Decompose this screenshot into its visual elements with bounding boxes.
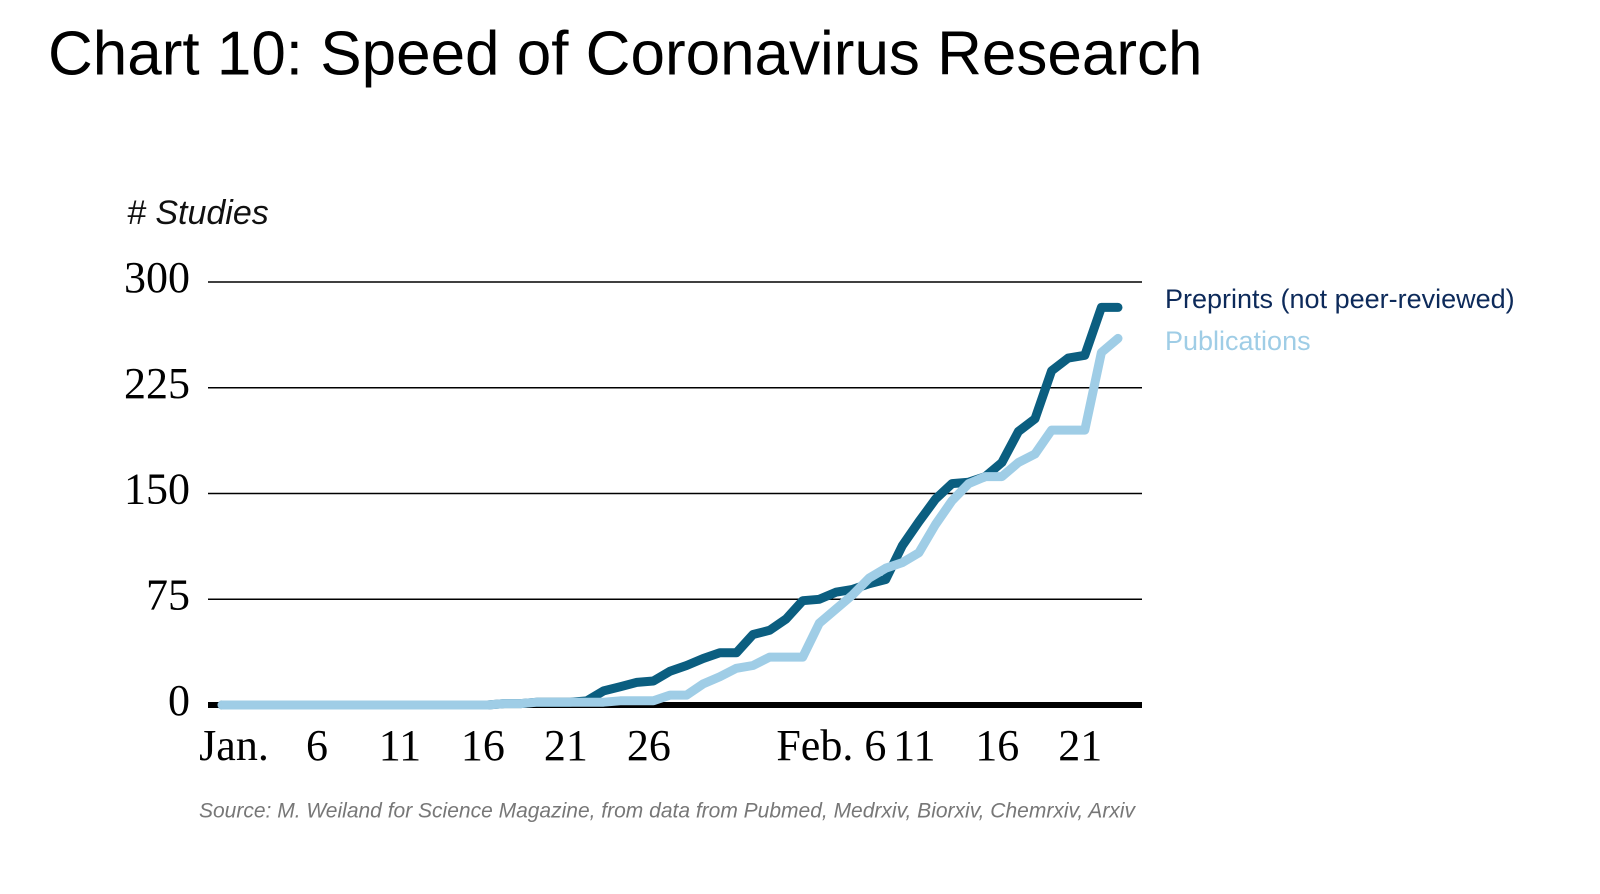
x-tick-label: 21 bbox=[544, 721, 588, 770]
legend-label: Preprints (not peer-reviewed) bbox=[1165, 284, 1515, 314]
legend-label: Publications bbox=[1165, 326, 1311, 356]
y-tick-label: 75 bbox=[146, 570, 190, 619]
source-note: Source: M. Weiland for Science Magazine,… bbox=[199, 800, 1136, 823]
series-line bbox=[217, 333, 1123, 710]
x-tick-label: 21 bbox=[1058, 721, 1102, 770]
y-tick-label: 225 bbox=[124, 359, 190, 408]
x-tick-label: 16 bbox=[975, 721, 1019, 770]
x-tick-label: 11 bbox=[893, 721, 935, 770]
y-tick-label: 150 bbox=[124, 465, 190, 514]
y-axis-label: # Studies bbox=[127, 194, 269, 232]
chart-title: Chart 10: Speed of Coronavirus Research bbox=[48, 19, 1203, 88]
x-tick-label: 16 bbox=[461, 721, 505, 770]
series-line bbox=[217, 302, 1123, 710]
x-tick-label: 11 bbox=[379, 721, 421, 770]
x-tick-label: 6 bbox=[306, 721, 328, 770]
y-tick-label: 0 bbox=[168, 676, 190, 725]
x-tick-label: Feb. 6 bbox=[776, 721, 886, 770]
x-tick-label: Jan. bbox=[199, 721, 269, 770]
y-tick-label: 300 bbox=[124, 253, 190, 302]
x-tick-label: 26 bbox=[627, 721, 671, 770]
